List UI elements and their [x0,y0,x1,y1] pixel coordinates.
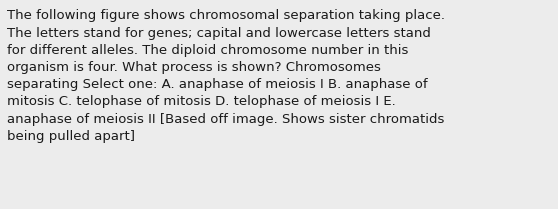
Text: The following figure shows chromosomal separation taking place.
The letters stan: The following figure shows chromosomal s… [7,9,445,143]
